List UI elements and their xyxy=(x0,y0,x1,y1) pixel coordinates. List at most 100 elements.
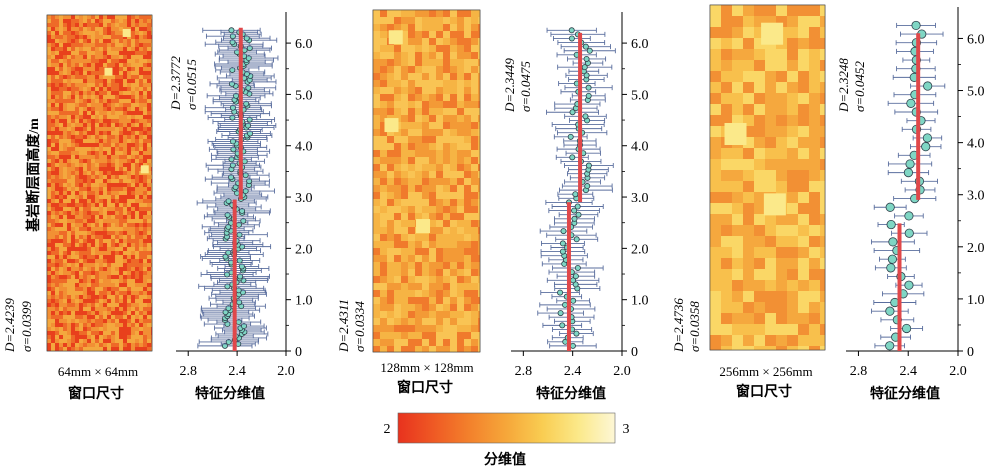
map-cell xyxy=(63,151,67,155)
map-cell xyxy=(131,215,135,219)
map-cell xyxy=(151,239,152,243)
map-cell xyxy=(787,313,798,324)
map-cell xyxy=(51,303,55,307)
map-cell xyxy=(743,258,754,269)
map-cell xyxy=(79,319,83,323)
map-cell xyxy=(457,115,464,122)
map-cell xyxy=(135,143,139,147)
map-cell xyxy=(450,234,457,241)
map-cell xyxy=(765,49,776,60)
map-cell xyxy=(151,235,152,239)
map-cell xyxy=(91,139,95,143)
map-cell xyxy=(111,283,115,287)
map-cell xyxy=(394,192,401,199)
map-cell xyxy=(71,31,75,35)
map-cell xyxy=(55,299,59,303)
map-cell xyxy=(151,63,152,67)
map-cell xyxy=(63,187,67,191)
map-cell xyxy=(765,313,776,324)
map-cell xyxy=(131,51,135,55)
map-cell xyxy=(754,346,765,350)
map-cell xyxy=(67,339,71,343)
map-cell xyxy=(471,283,478,290)
map-cell xyxy=(131,167,135,171)
map-cell xyxy=(380,101,387,108)
map-cell xyxy=(422,164,429,171)
data-point xyxy=(224,211,231,218)
map-cell xyxy=(63,211,67,215)
map-cell xyxy=(107,215,111,219)
map-cell xyxy=(131,203,135,207)
map-cell xyxy=(71,287,75,291)
map-cell xyxy=(91,335,95,339)
map-cell xyxy=(380,255,387,262)
data-point xyxy=(225,223,232,230)
map-cell xyxy=(71,219,75,223)
map-cell xyxy=(71,119,75,123)
map-cell xyxy=(95,243,99,247)
map-cell xyxy=(415,248,422,255)
map-cell xyxy=(55,263,59,267)
map-cell xyxy=(139,163,143,167)
map-cell xyxy=(394,87,401,94)
map-cell xyxy=(95,299,99,303)
map-cell xyxy=(394,80,401,87)
map-cell xyxy=(107,91,111,95)
map-cell xyxy=(464,332,471,339)
map-cell xyxy=(478,94,480,101)
map-cell xyxy=(798,49,809,60)
map-cell xyxy=(721,170,732,181)
map-cell xyxy=(436,66,443,73)
map-cell xyxy=(151,259,152,263)
map-cell xyxy=(91,159,95,163)
map-cell xyxy=(67,51,71,55)
map-cell xyxy=(776,225,787,236)
map-cell xyxy=(51,191,55,195)
map-cell xyxy=(743,5,754,16)
map-cell xyxy=(59,91,63,95)
map-cell xyxy=(103,319,107,323)
map-cell xyxy=(47,31,51,35)
map-cell xyxy=(71,123,75,127)
map-cell xyxy=(139,319,143,323)
map-cell xyxy=(75,179,79,183)
map-cell xyxy=(67,283,71,287)
map-cell xyxy=(79,87,83,91)
map-cell xyxy=(47,211,51,215)
map-cell xyxy=(471,248,478,255)
map-cell xyxy=(464,31,471,38)
map-cell xyxy=(380,52,387,59)
map-cell xyxy=(79,111,83,115)
map-cell xyxy=(95,323,99,327)
map-cell xyxy=(422,101,429,108)
map-cell xyxy=(754,60,765,71)
map-cell xyxy=(103,287,107,291)
map-cell xyxy=(87,239,91,243)
data-point xyxy=(923,81,933,91)
window-size-2: 128mm × 128mm xyxy=(380,360,473,375)
map-cell xyxy=(67,203,71,207)
map-cell xyxy=(51,71,55,75)
map-cell xyxy=(429,220,436,227)
map-cell xyxy=(457,38,464,45)
map-cell xyxy=(787,82,798,93)
map-cell xyxy=(732,225,743,236)
map-cell xyxy=(91,231,95,235)
map-cell xyxy=(91,279,95,283)
map-cell xyxy=(115,251,119,255)
map-cell xyxy=(111,79,115,83)
map-cell xyxy=(51,91,55,95)
map-cell xyxy=(51,331,55,335)
map-cell xyxy=(91,155,95,159)
map-cell xyxy=(67,39,71,43)
map-cell xyxy=(457,52,464,59)
map-cell xyxy=(99,323,103,327)
map-cell xyxy=(83,191,87,195)
map-cell xyxy=(151,131,152,135)
map-cell xyxy=(147,99,151,103)
map-cell xyxy=(75,19,79,23)
map-cell xyxy=(151,71,152,75)
map-cell xyxy=(422,24,429,31)
map-cell xyxy=(111,179,115,183)
map-cell xyxy=(95,47,99,51)
